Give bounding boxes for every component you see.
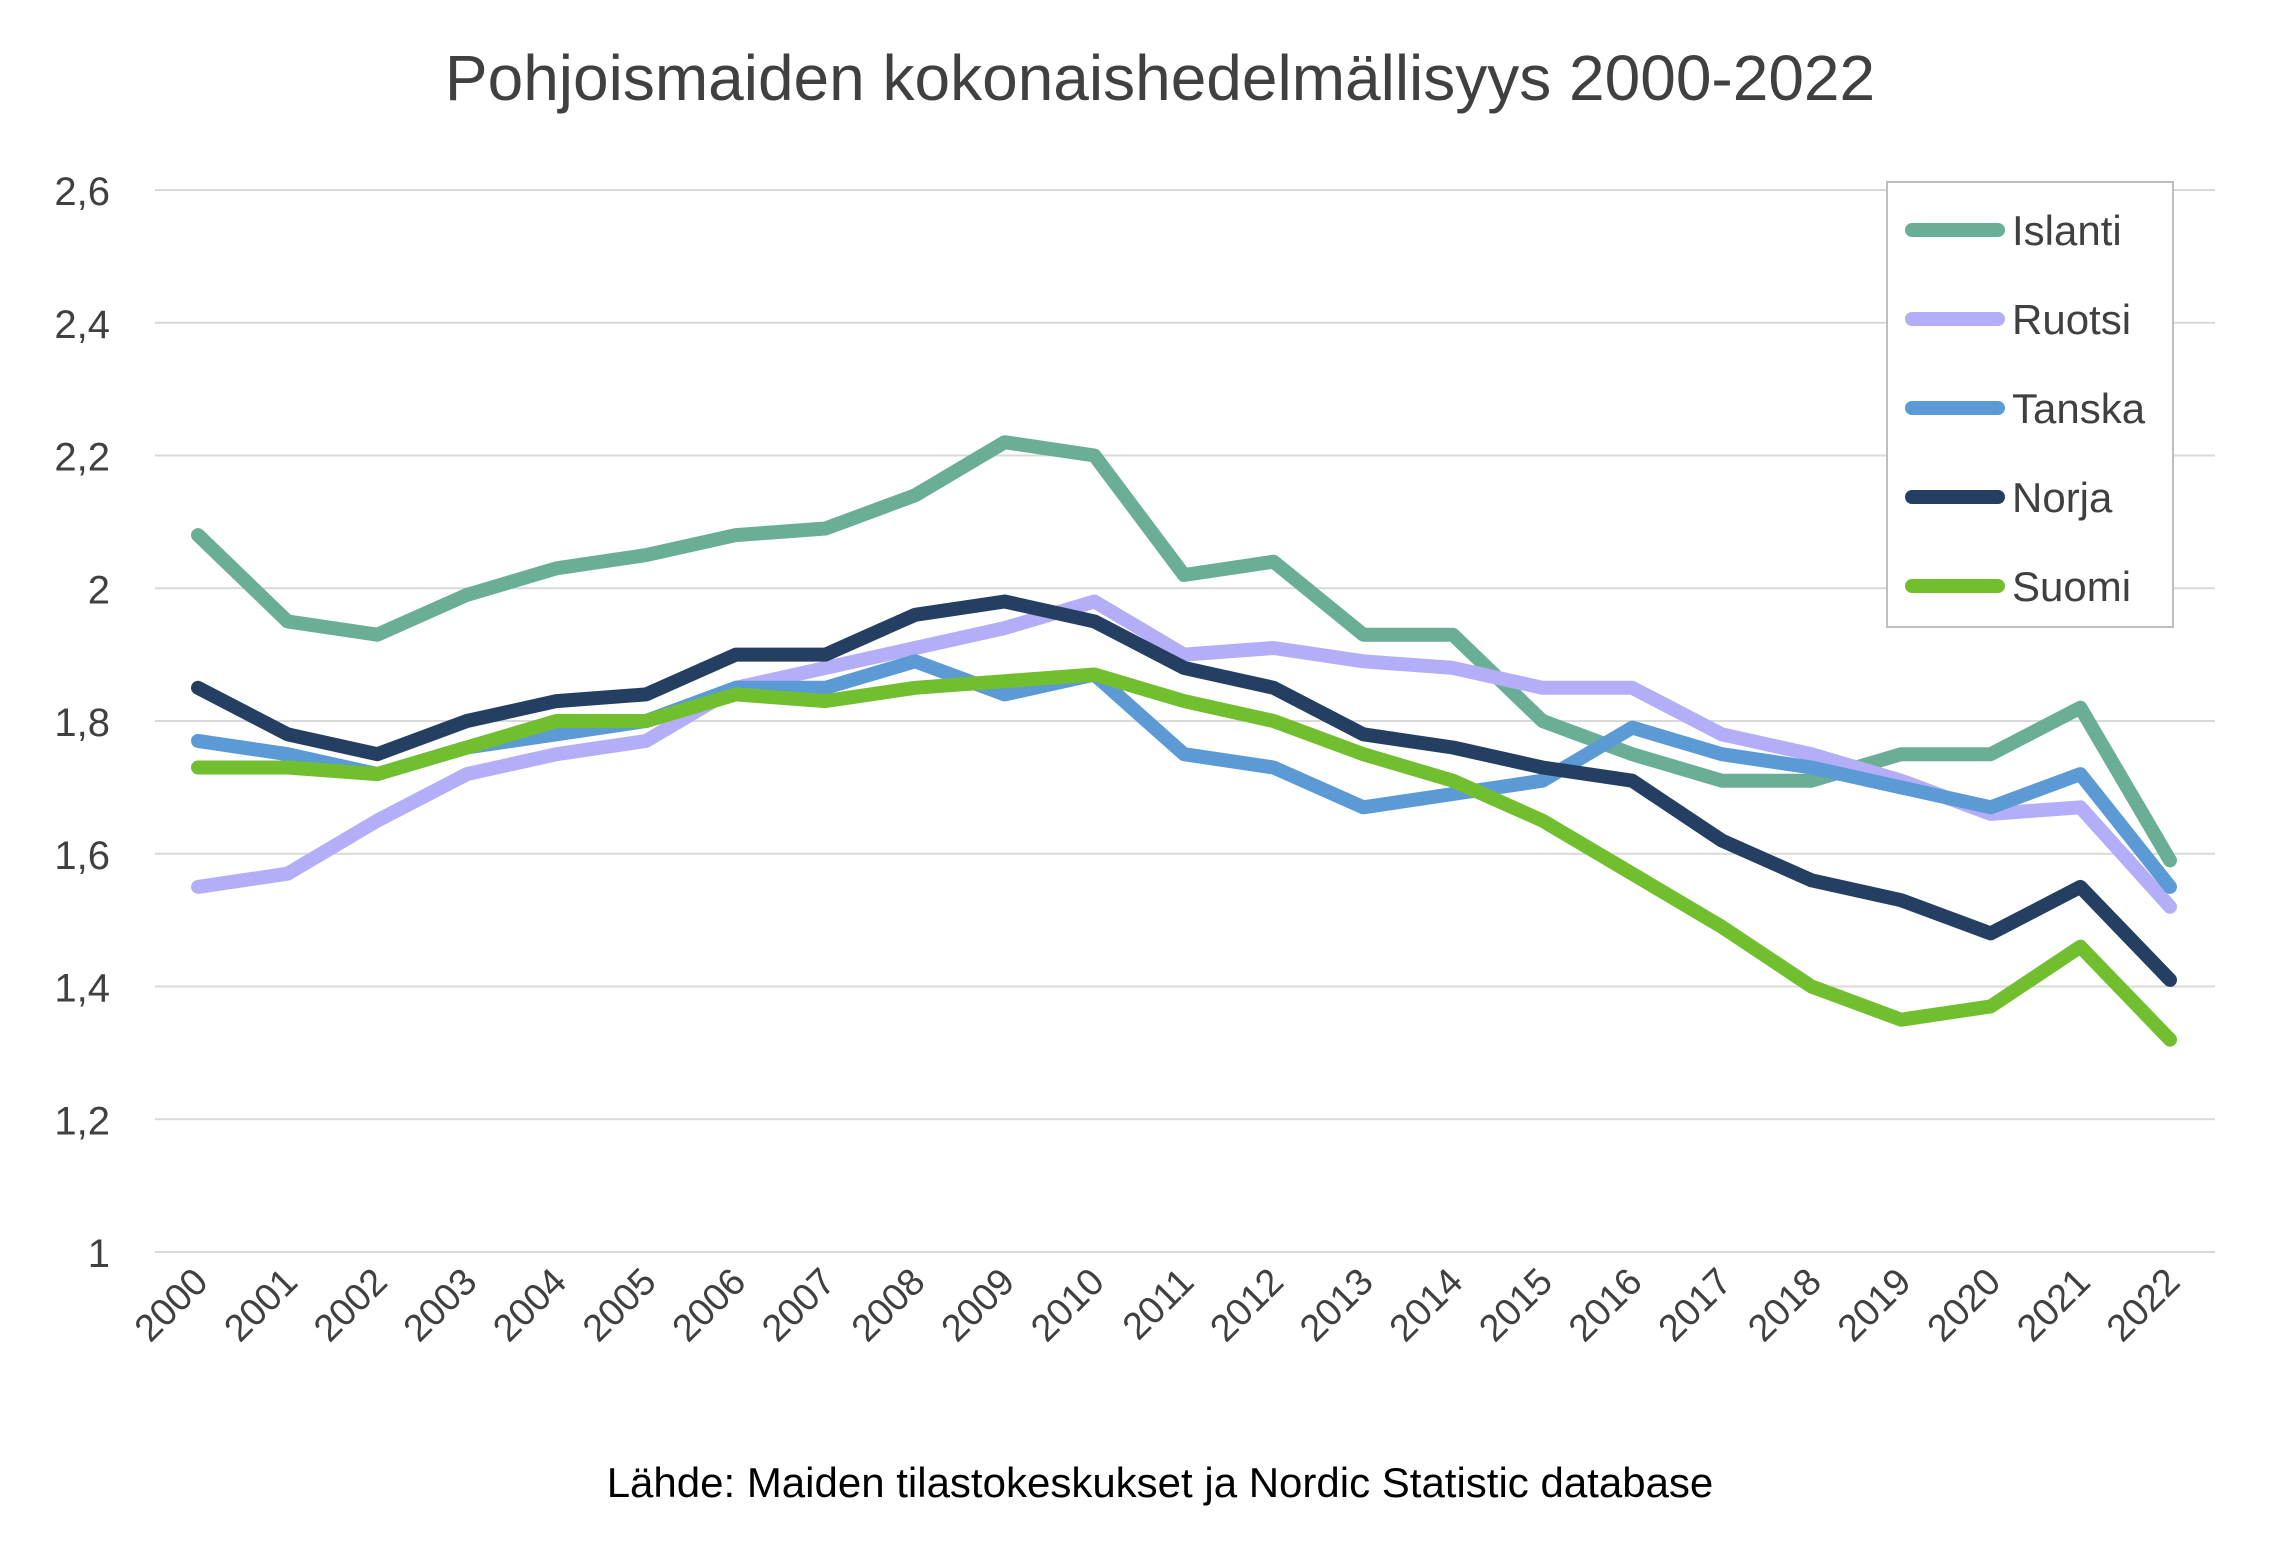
- x-tick-label: 2019: [1830, 1261, 1919, 1350]
- x-axis-ticks: 2000 2001 2002 2003 2004 2005 2006 2007 2008 2009…: [127, 1261, 2188, 1350]
- chart-title: Pohjoismaiden kokonaishedelmällisyys 200…: [445, 42, 1875, 114]
- series-line-norja: [191, 594, 2177, 987]
- y-tick-label: 2: [88, 568, 110, 612]
- series-line-suomi: [191, 667, 2177, 1047]
- x-tick-label: 2011: [1115, 1261, 1202, 1348]
- y-tick-label: 1,8: [54, 701, 110, 745]
- series-line-ruotsi: [191, 594, 2177, 914]
- y-tick-label: 1,4: [54, 967, 110, 1011]
- y-axis-ticks: 1 1,2 1,4 1,6 1,8 2 2,2 2,4 2,6: [54, 170, 110, 1276]
- x-tick-label: 2020: [1920, 1261, 2009, 1350]
- y-tick-label: 2,2: [54, 436, 110, 480]
- x-tick-label: 2007: [754, 1261, 843, 1350]
- x-tick-label: 2021: [2009, 1261, 2098, 1350]
- x-tick-label: 2010: [1023, 1261, 1112, 1350]
- y-tick-label: 1,6: [54, 834, 110, 878]
- x-tick-label: 2004: [485, 1261, 574, 1350]
- source-note: Lähde: Maiden tilastokeskukset ja Nordic…: [607, 1459, 1714, 1506]
- legend: Islanti Ruotsi Tanska Norja Suomi: [1886, 181, 2174, 628]
- x-tick-label: 2003: [396, 1261, 485, 1350]
- x-tick-label: 2000: [127, 1261, 216, 1350]
- x-tick-label: 2016: [1561, 1261, 1650, 1350]
- x-tick-label: 2008: [844, 1261, 933, 1350]
- y-tick-label: 1,2: [54, 1099, 110, 1143]
- y-tick-label: 1: [88, 1232, 110, 1276]
- x-tick-label: 2005: [575, 1261, 664, 1350]
- x-tick-label: 2014: [1382, 1261, 1471, 1350]
- y-tick-label: 2,6: [54, 170, 110, 214]
- x-tick-label: 2015: [1471, 1261, 1560, 1350]
- x-tick-label: 2012: [1203, 1261, 1292, 1350]
- legend-label-tanska: Tanska: [2012, 385, 2146, 432]
- legend-label-suomi: Suomi: [2012, 563, 2131, 610]
- y-tick-label: 2,4: [54, 303, 110, 347]
- x-tick-label: 2009: [934, 1261, 1023, 1350]
- x-tick-label: 2018: [1740, 1261, 1829, 1350]
- x-tick-label: 2006: [665, 1261, 754, 1350]
- x-tick-label: 2002: [306, 1261, 395, 1350]
- legend-label-norja: Norja: [2012, 474, 2113, 521]
- x-tick-label: 2022: [2099, 1261, 2188, 1350]
- legend-label-ruotsi: Ruotsi: [2012, 296, 2131, 343]
- x-tick-label: 2017: [1651, 1261, 1740, 1350]
- series-lines: [191, 435, 2177, 1047]
- x-tick-label: 2001: [217, 1261, 306, 1350]
- x-tick-label: 2013: [1292, 1261, 1381, 1350]
- series-line-tanska: [191, 654, 2177, 894]
- legend-label-islanti: Islanti: [2012, 207, 2122, 254]
